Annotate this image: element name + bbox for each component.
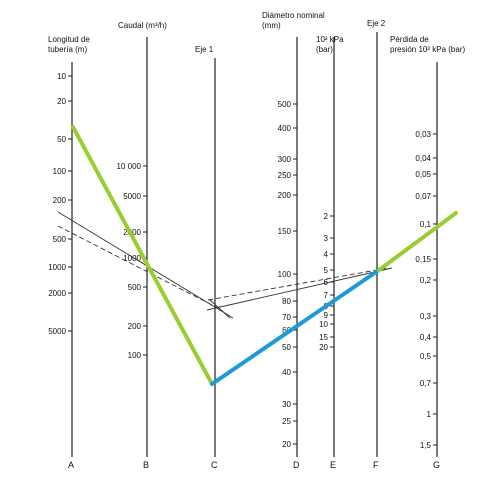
tick-label-b: 200 bbox=[128, 322, 142, 331]
tick-label-a: 20 bbox=[57, 97, 66, 106]
tick-label-e: 20 bbox=[319, 343, 328, 352]
tick-label-e: 7 bbox=[324, 291, 329, 300]
tick-label-e: 6 bbox=[324, 278, 329, 287]
tick-label-e: 9 bbox=[324, 311, 329, 320]
axis-letter-a: A bbox=[68, 460, 74, 470]
tick-label-d: 400 bbox=[278, 124, 292, 133]
header-g-line1: Pérdida de bbox=[390, 35, 429, 44]
header-b: Caudal (m³/h) bbox=[118, 21, 167, 30]
tick-label-d: 50 bbox=[282, 343, 291, 352]
tick-label-a: 50 bbox=[57, 135, 66, 144]
tick-label-d: 25 bbox=[282, 417, 291, 426]
tick-label-d: 80 bbox=[282, 297, 291, 306]
tick-label-g: 0,04 bbox=[415, 154, 431, 163]
scale-b-ticks: 10 000 5000 2000 1000 500 200 100 bbox=[117, 162, 147, 360]
tick-label-g: 0,2 bbox=[420, 276, 432, 285]
axis-letter-e: E bbox=[330, 460, 336, 470]
tick-label-g: 0,7 bbox=[420, 379, 432, 388]
tick-label-d: 30 bbox=[282, 400, 291, 409]
tick-label-d: 60 bbox=[282, 326, 291, 335]
tick-label-b: 10 000 bbox=[117, 162, 142, 171]
scale-g-ticks: 0,03 0,04 0,05 0,07 0,1 0,15 0,2 0,3 0,4 0,5 0,7 1 1… bbox=[415, 130, 437, 450]
header-e-line2: (bar) bbox=[316, 45, 333, 54]
tick-label-g: 0,5 bbox=[420, 352, 432, 361]
tick-label-g: 0,1 bbox=[420, 220, 432, 229]
tick-label-e: 4 bbox=[324, 250, 329, 259]
tick-label-b: 500 bbox=[128, 283, 142, 292]
header-c: Eje 1 bbox=[195, 45, 214, 54]
example-line-c-to-f-solid bbox=[206, 267, 393, 311]
axis-letter-f: F bbox=[373, 460, 379, 470]
tick-label-a: 1000 bbox=[48, 263, 66, 272]
axis-letter-c: C bbox=[211, 460, 218, 470]
header-d-line2: (mm) bbox=[262, 21, 281, 30]
header-a-line1: Longitud de bbox=[48, 35, 90, 44]
tick-label-b: 5000 bbox=[123, 192, 141, 201]
tick-label-a: 200 bbox=[53, 196, 67, 205]
tick-label-e: 3 bbox=[324, 234, 329, 243]
tick-label-g: 0,07 bbox=[415, 192, 431, 201]
tick-label-g: 0,3 bbox=[420, 312, 432, 321]
green-line-f-to-g bbox=[377, 211, 458, 272]
tick-label-g: 0,4 bbox=[420, 333, 432, 342]
tick-label-a: 100 bbox=[53, 167, 67, 176]
scale-d-ticks: 500 400 300 250 200 150 100 80 70 60 50 40 30 25 20 bbox=[278, 100, 297, 449]
example-line-a-to-c-dashed bbox=[57, 225, 219, 309]
axis-letter-d: D bbox=[293, 460, 300, 470]
tick-label-d: 20 bbox=[282, 440, 291, 449]
tick-label-e: 5 bbox=[324, 266, 329, 275]
tick-label-b: 1000 bbox=[123, 254, 141, 263]
tick-label-d: 500 bbox=[278, 100, 292, 109]
header-d-line1: Diámetro nominal bbox=[262, 11, 325, 20]
example-line-c-crossing bbox=[209, 299, 231, 319]
tick-label-a: 2000 bbox=[48, 289, 66, 298]
scale-a-ticks: 10 20 50 100 200 500 1000 2000 5000 bbox=[48, 72, 72, 336]
example-line-c-to-f-dashed bbox=[207, 267, 389, 301]
green-line-a-to-c bbox=[71, 125, 214, 386]
tick-label-d: 150 bbox=[278, 227, 292, 236]
tick-label-a: 5000 bbox=[48, 327, 66, 336]
tick-label-d: 100 bbox=[278, 270, 292, 279]
header-f: Eje 2 bbox=[367, 19, 386, 28]
tick-label-b: 2000 bbox=[123, 228, 141, 237]
header-e-line1: 10² kPa bbox=[316, 35, 344, 44]
axis-letter-b: B bbox=[143, 460, 149, 470]
blue-line-c-to-f bbox=[210, 268, 381, 386]
tick-label-d: 300 bbox=[278, 155, 292, 164]
tick-label-d: 250 bbox=[278, 171, 292, 180]
tick-label-d: 70 bbox=[282, 313, 291, 322]
tick-label-g: 0,05 bbox=[415, 170, 431, 179]
axis-letter-g: G bbox=[433, 460, 440, 470]
tick-label-e: 10 bbox=[319, 320, 328, 329]
tick-label-d: 200 bbox=[278, 191, 292, 200]
tick-label-b: 100 bbox=[128, 351, 142, 360]
header-a-line2: tubería (m) bbox=[48, 45, 87, 54]
tick-label-a: 500 bbox=[53, 235, 67, 244]
tick-label-g: 1,5 bbox=[420, 441, 432, 450]
tick-label-a: 10 bbox=[57, 72, 66, 81]
header-g-line2: presión 10² kPa (bar) bbox=[390, 45, 465, 54]
tick-label-d: 40 bbox=[282, 368, 291, 377]
tick-label-g: 0,03 bbox=[415, 130, 431, 139]
tick-label-e: 2 bbox=[324, 212, 329, 221]
tick-label-g: 1 bbox=[427, 410, 432, 419]
tick-label-e: 15 bbox=[319, 333, 328, 342]
tick-label-g: 0,15 bbox=[415, 255, 431, 264]
